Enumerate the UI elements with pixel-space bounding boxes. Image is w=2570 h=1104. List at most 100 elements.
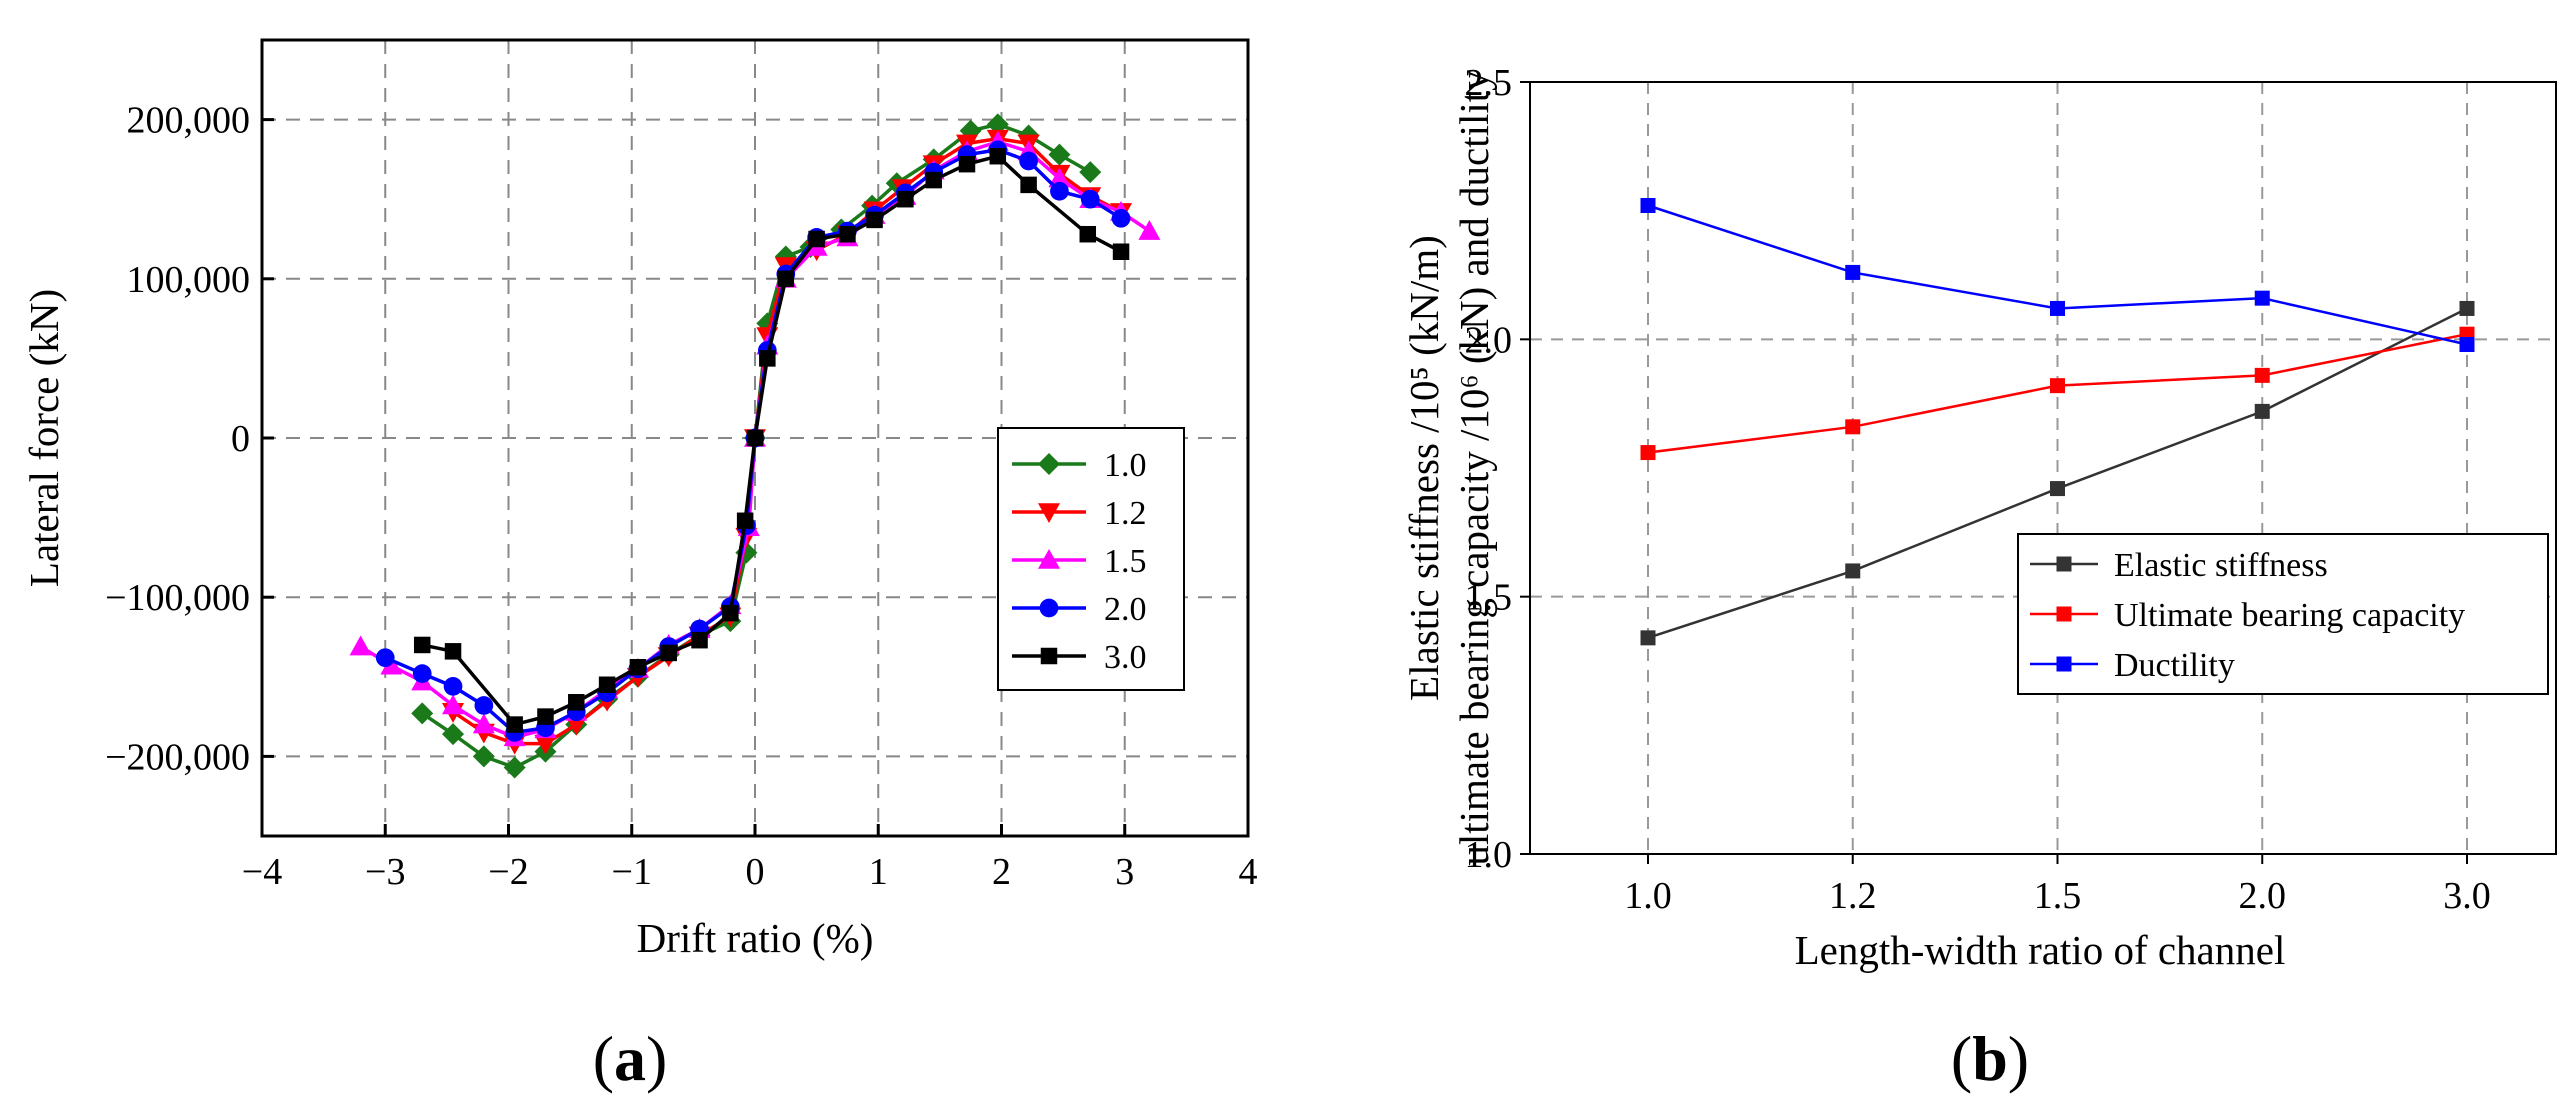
chart-a-data-point bbox=[1048, 143, 1071, 166]
chart-a-x-tick-label: 1 bbox=[869, 851, 888, 893]
chart-a-legend: 1.0 1.2 1.5 2.0 3.0 bbox=[997, 427, 1185, 691]
chart-a-data-point bbox=[1048, 167, 1071, 188]
chart-b-x-tick-label: 1.2 bbox=[1829, 875, 1877, 917]
chart-b-y-axis-title-line2: Elastic stiffness /10⁵ (kN/m) bbox=[1401, 235, 1447, 701]
chart-b-data-point bbox=[2459, 300, 2475, 316]
chart-a-x-tick-label: 2 bbox=[992, 851, 1011, 893]
chart-b: 1.0 1.2 1.5 2.0 3.0 1.0 1.5 2.0 2.5 Length-width… bbox=[1401, 62, 2557, 1094]
chart-a-data-point bbox=[897, 190, 914, 208]
chart-a-data-point bbox=[442, 694, 465, 715]
chart-b-y-axis-title-line1: ultimate bearing capacity /10⁶ (kN) and … bbox=[1451, 70, 1497, 866]
chart-a-data-point bbox=[1079, 225, 1097, 243]
chart-a-data-point bbox=[598, 676, 616, 694]
chart-a-data-point bbox=[375, 648, 395, 668]
chart-b-series-ultimate-bearing-capacity bbox=[1640, 326, 2475, 461]
chart-a-data-point bbox=[472, 745, 495, 768]
chart-b-panel-letter: b bbox=[1972, 1023, 2008, 1094]
chart-b-data-point bbox=[1845, 563, 1861, 579]
chart-a-data-point bbox=[1020, 176, 1037, 194]
chart-b-panel-label: (b) bbox=[1951, 1023, 2029, 1094]
chart-b-legend-marker bbox=[2056, 556, 2072, 572]
chart-a-y-tick-label: −100,000 bbox=[105, 577, 250, 619]
chart-a-x-tick-label: −1 bbox=[612, 851, 652, 893]
chart-a-y-tick-label: 100,000 bbox=[127, 259, 251, 301]
chart-a-data-point bbox=[1079, 161, 1102, 184]
chart-a-series-3.0 bbox=[413, 147, 1130, 733]
chart-b-x-tick-label: 1.5 bbox=[2034, 875, 2082, 917]
chart-a-data-point bbox=[925, 171, 942, 189]
chart-a-data-point bbox=[444, 643, 462, 660]
chart-a-x-axis-title: Drift ratio (%) bbox=[637, 915, 874, 961]
chart-a-panel-label: (a) bbox=[593, 1023, 668, 1094]
chart-a-data-point bbox=[989, 147, 1007, 165]
chart-a-data-point bbox=[442, 723, 465, 746]
chart-b-data-point bbox=[2050, 300, 2065, 316]
chart-a-data-point bbox=[1050, 181, 1069, 201]
chart-a-data-point bbox=[412, 664, 432, 683]
chart-a-legend-label: 1.0 bbox=[1104, 447, 1147, 484]
chart-b-legend-marker bbox=[2056, 606, 2072, 622]
chart-b-data-point bbox=[2050, 378, 2065, 394]
chart-a-legend-marker bbox=[1038, 549, 1060, 569]
chart-a-data-point bbox=[777, 270, 795, 288]
chart-a-data-point bbox=[411, 702, 434, 725]
chart-a-data-point bbox=[660, 644, 677, 662]
chart-a-data-point bbox=[506, 716, 523, 733]
chart-a-data-point bbox=[474, 696, 494, 715]
chart-b-data-point bbox=[1640, 630, 1656, 646]
chart-a-x-tick-label: 3 bbox=[1115, 851, 1134, 893]
chart-a-legend-marker bbox=[1039, 598, 1059, 618]
chart-b-y-tick-label: 2.0 bbox=[1465, 319, 1513, 361]
chart-b-legend: Elastic stiffness Ultimate bearing capaci… bbox=[2017, 533, 2549, 695]
chart-a-data-point bbox=[808, 230, 825, 248]
chart-a-legend-label: 3.0 bbox=[1104, 639, 1147, 676]
chart-a: −4 −3 −2 −1 0 1 2 3 4 −200,000 −100,000 0 100,000 200… bbox=[21, 38, 1258, 1094]
chart-b-data-point bbox=[2050, 481, 2065, 497]
chart-a-legend-label: 1.5 bbox=[1104, 543, 1147, 580]
chart-a-data-point bbox=[1138, 220, 1161, 240]
chart-a-data-point bbox=[503, 756, 526, 779]
chart-b-grid bbox=[1530, 82, 2556, 854]
chart-b-series-line bbox=[1647, 332, 2468, 454]
chart-a-data-point bbox=[349, 635, 372, 656]
chart-b-ticks: 1.0 1.2 1.5 2.0 3.0 1.0 1.5 2.0 2.5 bbox=[1465, 62, 2491, 917]
chart-a-data-point bbox=[537, 708, 554, 725]
chart-a-data-point bbox=[958, 155, 976, 173]
chart-b-series-ductility bbox=[1640, 198, 2475, 352]
chart-b-series-elastic-stiffness bbox=[1640, 300, 2475, 646]
chart-a-data-point bbox=[722, 604, 739, 622]
chart-b-data-point bbox=[1845, 419, 1861, 435]
chart-b-x-tick-label: 2.0 bbox=[2239, 875, 2287, 917]
chart-b-x-tick-label: 3.0 bbox=[2443, 875, 2491, 917]
chart-a-legend-marker bbox=[1038, 503, 1060, 523]
chart-a-x-tick-label: 4 bbox=[1239, 851, 1258, 893]
chart-b-y-tick-label: 2.5 bbox=[1465, 62, 1513, 104]
chart-b-data-point bbox=[1845, 264, 1861, 280]
chart-b-legend-label: Ductility bbox=[2114, 647, 2235, 684]
chart-a-series bbox=[349, 113, 1161, 779]
chart-b-data-point bbox=[1640, 198, 1656, 214]
chart-b-plot-frame bbox=[1529, 81, 2557, 855]
chart-b-data-point bbox=[1640, 445, 1656, 461]
chart-a-legend-marker bbox=[1038, 453, 1060, 475]
chart-b-y-tick-label: 1.5 bbox=[1465, 577, 1513, 619]
chart-a-x-tick-label: −4 bbox=[242, 851, 282, 893]
chart-a-x-tick-label: −2 bbox=[488, 851, 528, 893]
chart-a-data-point bbox=[629, 658, 647, 676]
chart-a-data-point bbox=[759, 350, 776, 367]
chart-a-data-point bbox=[736, 512, 754, 530]
chart-a-data-point bbox=[866, 211, 883, 229]
chart-a-y-tick-label: −200,000 bbox=[105, 736, 250, 778]
chart-a-y-tick-label: 200,000 bbox=[127, 100, 251, 142]
chart-a-data-point bbox=[1111, 208, 1131, 228]
chart-b-x-axis-title: Length-width ratio of channel bbox=[1795, 927, 2286, 973]
chart-a-legend-label: 1.2 bbox=[1104, 495, 1147, 532]
chart-b-data-point bbox=[2459, 336, 2475, 352]
chart-b-x-tick-label: 1.0 bbox=[1624, 875, 1672, 917]
chart-a-legend-marker bbox=[1040, 647, 1058, 665]
chart-a-y-tick-label: 0 bbox=[231, 418, 250, 460]
chart-b-y-tick-label: 1.0 bbox=[1465, 834, 1513, 876]
chart-a-legend-label: 2.0 bbox=[1104, 591, 1147, 628]
chart-b-data-point bbox=[2254, 290, 2270, 306]
